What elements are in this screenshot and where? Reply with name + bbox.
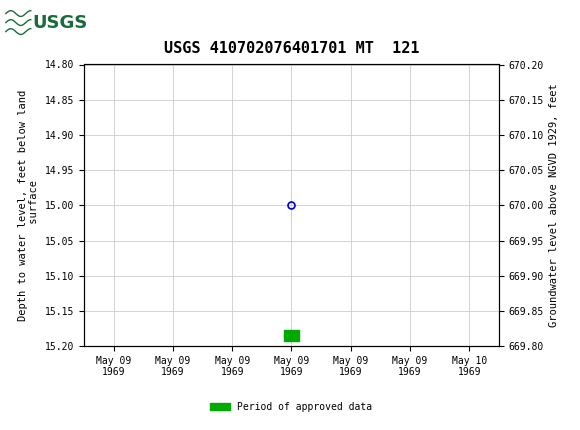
Legend: Period of approved data: Period of approved data [206,398,376,416]
Text: USGS: USGS [32,14,88,31]
Title: USGS 410702076401701 MT  121: USGS 410702076401701 MT 121 [164,41,419,56]
Bar [5,4,71,41]
Y-axis label: Groundwater level above NGVD 1929, feet: Groundwater level above NGVD 1929, feet [549,83,559,327]
Y-axis label: Depth to water level, feet below land
 surface: Depth to water level, feet below land su… [18,90,39,321]
